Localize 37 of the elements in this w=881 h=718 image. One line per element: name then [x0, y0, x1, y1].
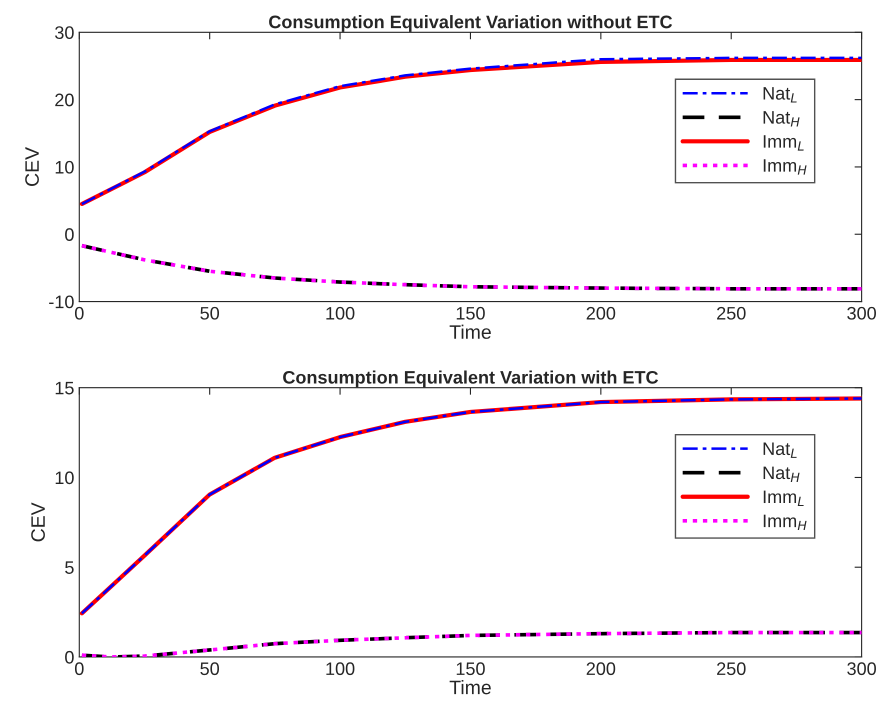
- x-axis-title: Time: [450, 680, 491, 694]
- x-tick-label: 50: [200, 662, 220, 676]
- y-tick-label: 0: [65, 650, 74, 664]
- legend-label: Imm$_{L}$: [764, 135, 804, 151]
- x-tick-label: 200: [586, 306, 616, 320]
- legend-label: Imm$_{H}$: [764, 159, 807, 175]
- legend-label: Nat$_{H}$: [764, 111, 800, 127]
- y-tick-label: 0: [65, 228, 74, 241]
- x-tick-label: 200: [586, 662, 616, 676]
- y-axis-title: CEV: [25, 147, 39, 186]
- x-tick-label: 0: [74, 306, 84, 320]
- x-tick-label: 100: [326, 306, 354, 320]
- legend-label: Nat$_{H}$: [764, 466, 800, 482]
- x-tick-label: 0: [74, 662, 84, 676]
- x-tick-label: 100: [326, 662, 354, 676]
- chart-title: Consumption Equivalent Variation without ETC: [269, 15, 672, 32]
- x-tick-label: 300: [847, 306, 876, 320]
- x-tick-label: 300: [847, 662, 876, 676]
- y-tick-label: 10: [56, 471, 74, 484]
- x-tick-label: 150: [456, 662, 485, 676]
- y-axis-title: CEV: [31, 502, 45, 542]
- chart-title: Consumption Equivalent Variation with ETC: [283, 370, 658, 388]
- x-tick-label: 50: [200, 306, 220, 320]
- y-tick-label: -10: [49, 295, 74, 308]
- x-axis-title: Time: [450, 324, 491, 339]
- legend-label: Nat$_{L}$: [764, 442, 797, 458]
- y-tick-label: 30: [55, 26, 74, 40]
- x-tick-label: 250: [717, 662, 746, 676]
- y-tick-label: 10: [56, 160, 74, 174]
- y-tick-label: 5: [65, 561, 74, 574]
- x-tick-label: 250: [717, 306, 746, 320]
- y-tick-label: 20: [55, 94, 74, 106]
- x-tick-label: 150: [456, 306, 485, 320]
- legend-label: Imm$_{L}$: [764, 490, 804, 506]
- legend-label: Nat$_{L}$: [764, 87, 797, 102]
- y-tick-label: 15: [56, 382, 74, 394]
- legend-label: Imm$_{H}$: [764, 514, 807, 530]
